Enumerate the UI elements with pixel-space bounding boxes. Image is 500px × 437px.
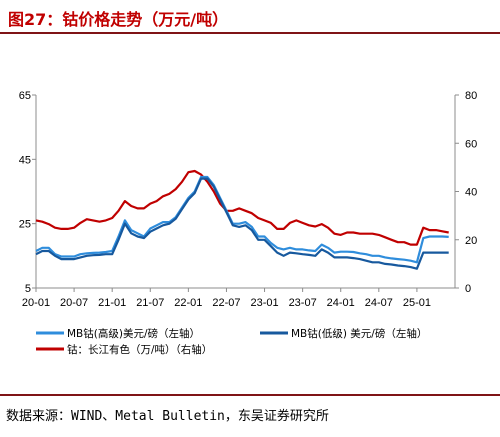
legend: MB钴(高级)美元/磅（左轴） MB钴(低级) 美元/磅（左轴） 钴：长江有色（…	[36, 327, 427, 356]
x-tick-label: 20-07	[60, 297, 88, 309]
right-tick-label: 60	[465, 138, 477, 150]
x-tick-label: 25-01	[403, 297, 431, 309]
x-tick-label: 22-07	[212, 297, 240, 309]
legend-item-cn: 钴：长江有色（万/吨）（右轴）	[36, 343, 212, 356]
series-line-mb-low	[35, 177, 449, 270]
left-tick-label: 45	[19, 154, 31, 166]
source-divider	[0, 394, 500, 396]
series-layer	[35, 169, 449, 270]
plot-area: 5 25 45 65 0 20 40 60 80 20-01 20-07 21-01 21-07 22…	[19, 90, 478, 309]
x-tick-label: 23-01	[250, 297, 278, 309]
legend-item-high: MB钴(高级)美元/磅（左轴）	[36, 327, 200, 340]
title-divider	[0, 32, 500, 34]
left-tick-label: 25	[19, 219, 31, 231]
legend-label-high: MB钴(高级)美元/磅（左轴）	[67, 327, 200, 340]
x-tick-label: 21-01	[98, 297, 126, 309]
series-line-mb-high	[35, 175, 449, 264]
right-axis-ticks: 0 20 40 60 80	[455, 90, 477, 295]
x-tick-label: 23-07	[289, 297, 317, 309]
x-tick-label: 22-01	[174, 297, 202, 309]
right-tick-label: 40	[465, 187, 477, 199]
left-tick-label: 5	[25, 283, 31, 295]
x-tick-label: 20-01	[22, 297, 50, 309]
source-note: 数据来源：WIND、Metal Bulletin，东吴证券研究所	[6, 409, 329, 424]
x-axis-ticks: 20-01 20-07 21-01 21-07 22-01 22-07 23-01 23-07…	[22, 288, 431, 309]
legend-label-low: MB钴(低级) 美元/磅（左轴）	[291, 327, 427, 340]
legend-label-cn: 钴：长江有色（万/吨）（右轴）	[67, 343, 212, 356]
x-tick-label: 21-07	[136, 297, 164, 309]
right-tick-label: 0	[465, 283, 471, 295]
right-tick-label: 80	[465, 90, 477, 102]
right-tick-label: 20	[465, 235, 477, 247]
left-tick-label: 65	[19, 90, 31, 102]
page-title: 图27：钴价格走势（万元/吨）	[8, 10, 229, 29]
legend-item-low: MB钴(低级) 美元/磅（左轴）	[260, 327, 427, 340]
x-tick-label: 24-07	[365, 297, 393, 309]
x-tick-label: 24-01	[327, 297, 355, 309]
series-line-changjiang	[35, 169, 449, 246]
cobalt-price-chart: 5 25 45 65 0 20 40 60 80 20-01 20-07 21-01 21-07 22…	[19, 90, 478, 356]
left-axis-ticks: 5 25 45 65	[19, 90, 36, 295]
